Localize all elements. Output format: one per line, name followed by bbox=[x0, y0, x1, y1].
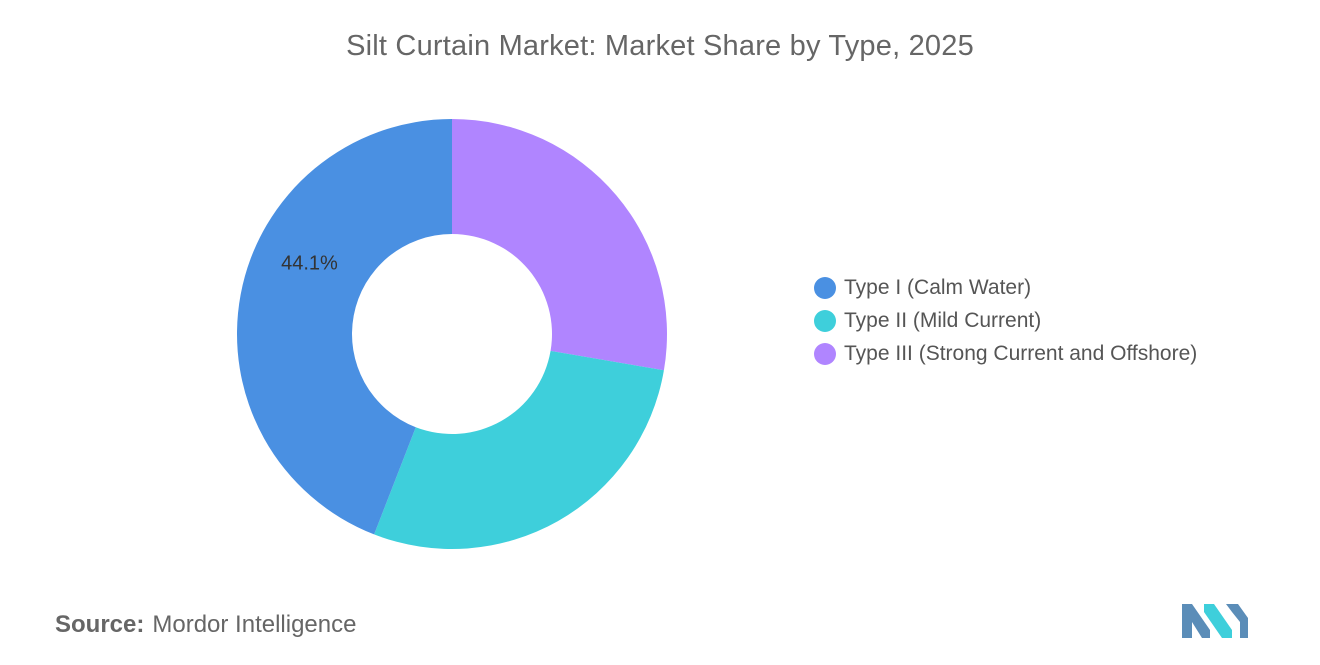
legend-label-type-i: Type I (Calm Water) bbox=[844, 275, 1032, 299]
source-text: Mordor Intelligence bbox=[152, 611, 357, 638]
legend-swatch-type-iii bbox=[814, 342, 836, 365]
donut-slices bbox=[237, 119, 667, 549]
legend-item-type-iii[interactable]: Type III (Strong Current and Offshore) bbox=[814, 337, 1197, 370]
slice-type-iii[interactable] bbox=[452, 119, 667, 371]
source-label: Source: bbox=[55, 611, 145, 638]
logo-shape-right bbox=[1226, 604, 1248, 638]
slice-type-i[interactable] bbox=[237, 119, 452, 535]
legend-swatch-type-ii bbox=[814, 309, 836, 332]
legend-swatch-type-i bbox=[814, 276, 836, 299]
legend-item-type-ii[interactable]: Type II (Mild Current) bbox=[814, 304, 1197, 337]
legend-item-type-i[interactable]: Type I (Calm Water) bbox=[814, 271, 1197, 304]
logo-shape-left bbox=[1182, 604, 1210, 638]
slice-type-ii[interactable] bbox=[374, 350, 664, 549]
chart-title: Silt Curtain Market: Market Share by Typ… bbox=[346, 30, 974, 62]
data-label-type-i: 44.1% bbox=[281, 252, 338, 274]
legend-label-type-iii: Type III (Strong Current and Offshore) bbox=[844, 341, 1198, 365]
mordor-intelligence-logo-icon bbox=[1182, 604, 1248, 638]
legend-label-type-ii: Type II (Mild Current) bbox=[844, 308, 1042, 332]
source-note: Source: Mordor Intelligence bbox=[55, 611, 356, 639]
chart-legend: Type I (Calm Water) Type II (Mild Curren… bbox=[814, 271, 1197, 370]
logo-shape-middle bbox=[1204, 604, 1232, 638]
donut-data-labels: 44.1% bbox=[281, 252, 338, 274]
